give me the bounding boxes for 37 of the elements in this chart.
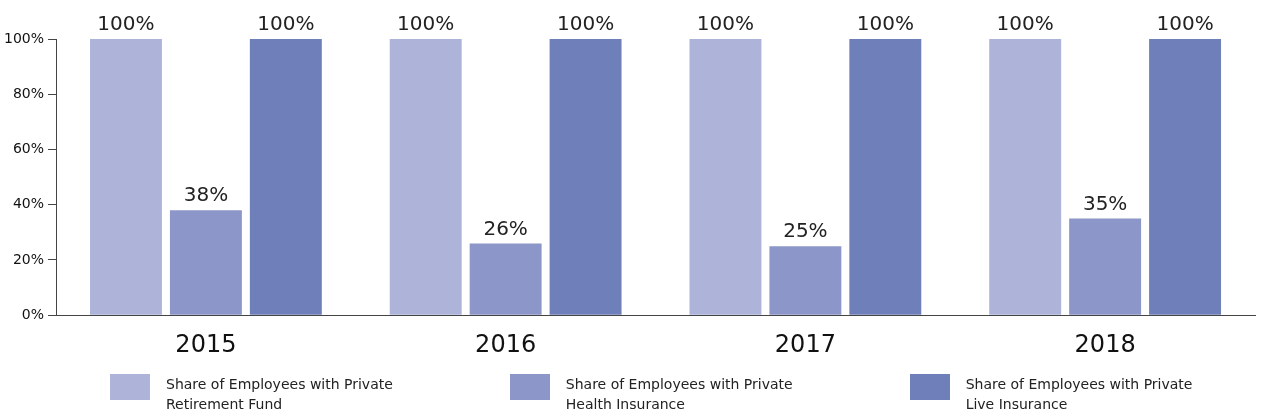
- bar: [989, 39, 1062, 315]
- bar: [849, 39, 922, 315]
- y-tick-label: 20%: [12, 250, 45, 267]
- legend-label: Share of Employees with Private Live Insurance: [965, 375, 1194, 414]
- data-label: 100%: [397, 11, 455, 36]
- data-label: 25%: [783, 218, 828, 243]
- bar: [769, 246, 842, 315]
- y-tick-label: 100%: [3, 29, 45, 46]
- data-label: 100%: [556, 11, 615, 36]
- data-label: 100%: [696, 11, 755, 36]
- legend-label: Share of Employees with Private Retirement Fund: [166, 375, 394, 414]
- data-label: 100%: [996, 11, 1054, 36]
- data-label: 100%: [1156, 11, 1214, 36]
- data-label: 100%: [97, 11, 155, 36]
- bar: [249, 39, 322, 315]
- bar: [389, 39, 462, 315]
- y-tick-label: 0%: [21, 305, 45, 322]
- legend-label: Share of Employees with Private Health Insurance: [565, 375, 794, 414]
- bar: [1069, 218, 1142, 315]
- x-tick-label: 2017: [774, 329, 836, 358]
- x-tick-label: 2015: [175, 329, 237, 358]
- data-label: 38%: [183, 182, 229, 207]
- bar: [169, 210, 242, 315]
- y-tick-label: 60%: [12, 140, 45, 157]
- bar: [90, 39, 162, 315]
- data-label: 100%: [257, 11, 315, 36]
- bar: [1149, 39, 1222, 315]
- x-tick-label: 2018: [1074, 329, 1136, 358]
- x-tick-label: 2016: [475, 329, 537, 358]
- data-label: 35%: [1082, 190, 1128, 215]
- y-tick-label: 40%: [12, 195, 45, 212]
- y-tick-label: 80%: [12, 84, 45, 101]
- bar: [549, 39, 622, 315]
- data-label: 26%: [483, 215, 528, 240]
- bar: [469, 243, 542, 315]
- bar: [689, 39, 762, 315]
- data-label: 100%: [856, 11, 914, 36]
